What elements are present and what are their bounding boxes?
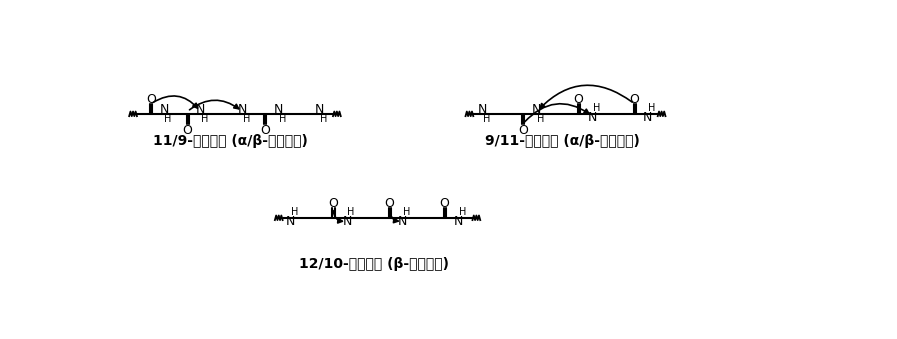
- Text: O: O: [440, 197, 449, 211]
- Text: O: O: [574, 94, 584, 106]
- Text: 11/9-나선구조 (α/β-펩타이드): 11/9-나선구조 (α/β-펩타이드): [153, 134, 309, 148]
- Text: H: H: [403, 207, 410, 217]
- Text: H: H: [347, 207, 354, 217]
- Text: N: N: [454, 215, 463, 228]
- Text: H: H: [320, 114, 327, 124]
- Text: H: H: [291, 207, 298, 217]
- Text: N: N: [478, 103, 487, 117]
- Text: H: H: [537, 114, 544, 124]
- Text: H: H: [593, 103, 600, 114]
- Text: O: O: [630, 94, 640, 106]
- Text: N: N: [274, 103, 283, 117]
- Text: H: H: [458, 207, 466, 217]
- Text: O: O: [260, 124, 270, 137]
- Text: O: O: [146, 94, 156, 106]
- Text: H: H: [279, 114, 286, 124]
- Text: 9/11-나선구조 (α/β-펩타이드): 9/11-나선구조 (α/β-펩타이드): [485, 134, 640, 148]
- Text: H: H: [201, 114, 208, 124]
- Text: O: O: [182, 124, 192, 137]
- Text: N: N: [532, 103, 542, 117]
- Text: H: H: [242, 114, 250, 124]
- Text: O: O: [385, 197, 395, 211]
- Text: O: O: [518, 124, 527, 137]
- Text: H: H: [648, 103, 655, 114]
- Text: N: N: [238, 103, 247, 117]
- Text: N: N: [398, 215, 407, 228]
- Text: N: N: [315, 103, 325, 117]
- Text: 12/10-나선구조 (β-펩타이드): 12/10-나선구조 (β-펩타이드): [299, 257, 449, 271]
- Text: N: N: [285, 215, 295, 228]
- Text: O: O: [328, 197, 338, 211]
- Text: H: H: [164, 114, 171, 124]
- Text: N: N: [196, 103, 205, 117]
- Text: N: N: [343, 215, 352, 228]
- Text: H: H: [483, 114, 490, 124]
- Text: N: N: [643, 111, 652, 124]
- Text: N: N: [588, 111, 597, 124]
- Text: N: N: [160, 103, 169, 117]
